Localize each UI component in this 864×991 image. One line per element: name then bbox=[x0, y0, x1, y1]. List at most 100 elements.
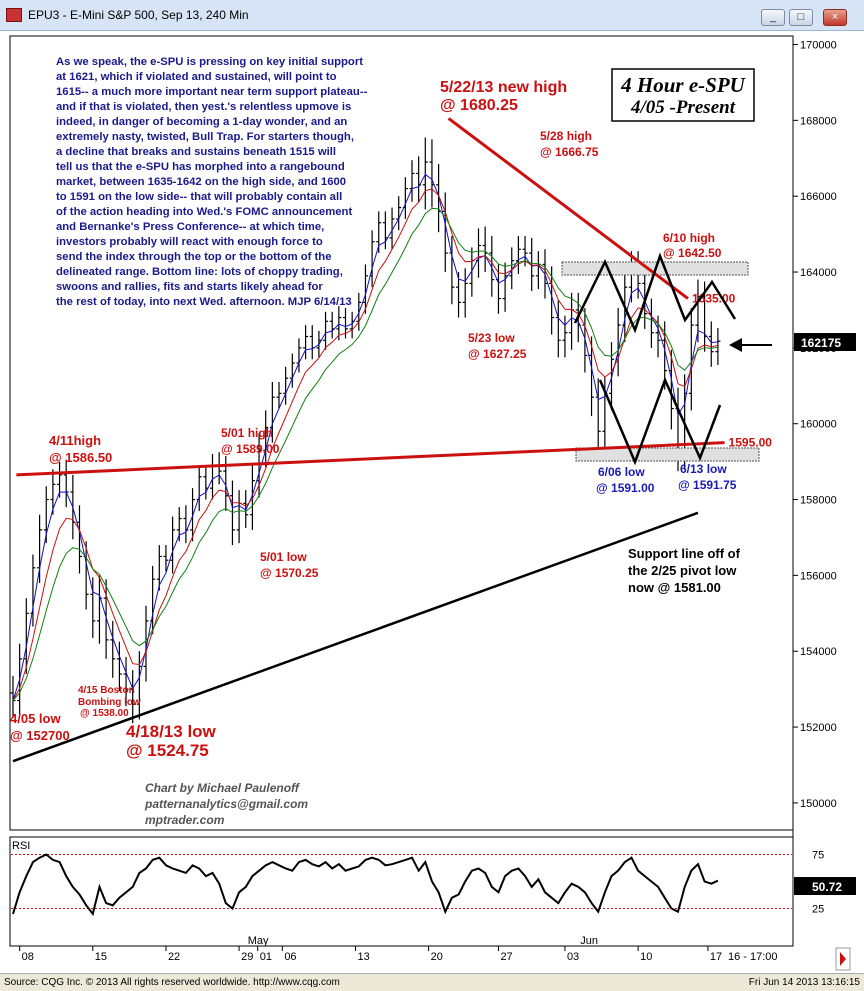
annotation-5-01-high-value: @ 1589.00 bbox=[221, 442, 280, 456]
time-tick-label: 27 bbox=[500, 951, 512, 963]
commentary-line: 1615-- a much more important near term s… bbox=[56, 86, 368, 98]
price-bar bbox=[462, 268, 468, 318]
price-bar bbox=[529, 237, 535, 291]
credit-email: patternanalytics@gmail.com bbox=[144, 797, 308, 811]
price-bar bbox=[163, 545, 169, 572]
status-source: Source: CQG Inc. © 2013 All rights reser… bbox=[4, 977, 340, 988]
time-tick-label: 08 bbox=[22, 951, 34, 963]
scroll-arrow-icon[interactable] bbox=[835, 947, 851, 971]
commentary-line: of the action heading into Wed.'s FOMC a… bbox=[56, 206, 352, 218]
chart-credit: Chart by Michael Paulenoff patternanalyt… bbox=[144, 781, 308, 827]
time-tick-label: 10 bbox=[640, 951, 652, 963]
annotation-4-15-low-line2: Bombing low bbox=[78, 697, 141, 708]
moving-averages bbox=[12, 173, 719, 701]
annotation-4-15-low: 4/15 Boston bbox=[78, 685, 135, 696]
rsi-levels: 75 25 bbox=[11, 850, 824, 916]
status-bar: Source: CQG Inc. © 2013 All rights reser… bbox=[0, 973, 864, 991]
price-bar bbox=[509, 247, 515, 290]
annotation-5-01-high: 5/01 high bbox=[221, 426, 273, 440]
support-trendline bbox=[12, 511, 699, 763]
commentary-line: to 1591 on the low side-- that will prob… bbox=[56, 191, 342, 203]
ma-slow-line bbox=[12, 207, 718, 701]
rsi-last-badge bbox=[794, 877, 856, 895]
commentary-line: a decline that breaks and sustains benea… bbox=[56, 146, 336, 158]
rsi-series-line bbox=[12, 853, 719, 917]
annotation-5-23-low-value: @ 1627.25 bbox=[468, 347, 527, 361]
price-bar bbox=[362, 264, 368, 314]
upper-zigzag-pattern bbox=[573, 252, 737, 334]
annotation-5-22-high-value: @ 1680.25 bbox=[440, 97, 518, 114]
title-bar[interactable]: EPU3 - E-Mini S&P 500, Sep 13, 240 Min _… bbox=[0, 0, 864, 31]
time-tick-label: 22 bbox=[168, 951, 180, 963]
annotation-5-28-high: 5/28 high bbox=[540, 129, 592, 143]
annotation-5-01-low: 5/01 low bbox=[260, 550, 307, 564]
annotation-4-11-high: 4/11high bbox=[49, 433, 101, 448]
commentary-line: send the index through the top or the bo… bbox=[56, 251, 332, 263]
price-bar bbox=[323, 311, 329, 350]
price-bar bbox=[589, 336, 595, 417]
last-price-value: 162175 bbox=[801, 336, 841, 350]
price-bar bbox=[50, 469, 56, 515]
time-tick-label: 20 bbox=[431, 951, 443, 963]
price-tick-label: 154000 bbox=[800, 646, 837, 658]
price-tick-label: 168000 bbox=[800, 115, 837, 127]
price-bar bbox=[336, 306, 342, 341]
annotation-4-11-high-value: @ 1586.50 bbox=[49, 450, 112, 465]
annotation-4-15-low-value: @ 1538.00 bbox=[80, 708, 129, 719]
maximize-button[interactable]: □ bbox=[789, 9, 813, 26]
annotation-labels: 4/11high @ 1586.50 4/05 low @ 152700 4/1… bbox=[10, 79, 741, 760]
minimize-button[interactable]: _ bbox=[761, 9, 785, 26]
price-bar bbox=[116, 641, 122, 692]
annotation-4-18-low: 4/18/13 low bbox=[126, 722, 217, 741]
chart-title-box: 4 Hour e-SPU 4/05 -Present bbox=[611, 68, 755, 122]
close-button[interactable]: × bbox=[823, 9, 847, 26]
ma-mid-line bbox=[12, 188, 719, 701]
annotation-6-10-high-value: @ 1642.50 bbox=[663, 246, 722, 260]
annotation-5-01-low-value: @ 1570.25 bbox=[260, 566, 319, 580]
chart-app-icon bbox=[6, 8, 22, 22]
annotation-support-line-line2: the 2/25 pivot low bbox=[628, 563, 737, 578]
annotation-5-23-low: 5/23 low bbox=[468, 331, 515, 345]
price-bar bbox=[130, 670, 136, 724]
commentary-line: the rest of today, into next Wed. aftern… bbox=[56, 296, 352, 308]
price-bar bbox=[123, 656, 129, 707]
resistance-trendline bbox=[16, 441, 725, 477]
trendlines: 1595.00 1635.00 bbox=[12, 117, 772, 763]
price-bar bbox=[715, 327, 721, 365]
price-bar bbox=[708, 321, 714, 367]
down-trend-trendline-label: 1635.00 bbox=[692, 292, 736, 306]
commentary-line: delineated range. Bottom line: lots of c… bbox=[56, 266, 343, 278]
down-trend-trendline bbox=[447, 117, 689, 300]
rsi-level-label: 25 bbox=[812, 904, 824, 916]
time-tick-label: 13 bbox=[357, 951, 369, 963]
time-tick-label: 15 bbox=[95, 951, 107, 963]
price-bar bbox=[37, 514, 43, 583]
price-tick-label: 160000 bbox=[800, 419, 837, 431]
time-tick-label: 03 bbox=[567, 951, 579, 963]
annotation-6-06-low: 6/06 low bbox=[598, 465, 645, 479]
annotation-support-line: Support line off of bbox=[628, 546, 741, 561]
price-bars bbox=[10, 137, 721, 724]
rsi-last-value: 50.72 bbox=[812, 880, 842, 894]
credit-author: Chart by Michael Paulenoff bbox=[145, 781, 300, 795]
annotation-6-06-low-value: @ 1591.00 bbox=[596, 481, 655, 495]
price-axis: 1500001520001540001560001580001600001620… bbox=[793, 40, 837, 810]
rsi-panel bbox=[9, 836, 794, 947]
price-bar bbox=[143, 605, 149, 682]
time-tick-label: 17 bbox=[710, 951, 722, 963]
time-axis: 08 15 22 29 01 06 13 20 27 03 10 17 May Jun 16 - 17:00 bbox=[19, 935, 778, 963]
price-bar bbox=[389, 207, 395, 250]
rsi-label: RSI bbox=[12, 840, 30, 852]
annotation-support-line-value: now @ 1581.00 bbox=[628, 580, 721, 595]
price-bar bbox=[276, 381, 282, 409]
commentary-line: As we speak, the e-SPU is pressing on ke… bbox=[56, 56, 363, 68]
annotation-6-10-high: 6/10 high bbox=[663, 231, 715, 245]
support-zone bbox=[575, 447, 760, 462]
analyst-commentary: As we speak, the e-SPU is pressing on ke… bbox=[56, 56, 368, 308]
price-tick-label: 170000 bbox=[800, 40, 837, 52]
commentary-line: and Bernanke's Press Conference-- at whi… bbox=[56, 221, 324, 233]
month-label: May bbox=[248, 935, 269, 947]
price-chart[interactable]: 1500001520001540001560001580001600001620… bbox=[0, 30, 864, 973]
ma-fast-line bbox=[12, 173, 718, 701]
current-price-arrow bbox=[729, 338, 772, 352]
